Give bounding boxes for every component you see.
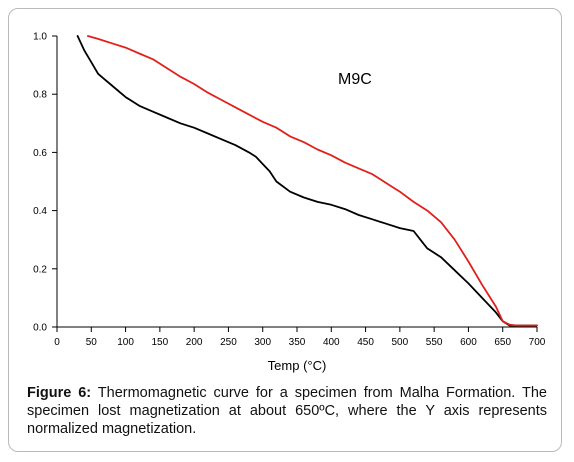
y-tick-label: 1.0 [33,32,47,43]
x-tick-label: 650 [494,337,511,348]
y-tick-label: 0.4 [33,206,47,217]
y-tick-label: 0.2 [33,264,47,275]
plot-area: 0.0 0.2 0.4 0.6 0.8 1.0 0 50 100 150 200 250 300 350 4… [33,32,546,349]
x-tick-label: 350 [289,337,306,348]
y-tick-label: 0.8 [33,90,47,101]
y-tick-label: 0.6 [33,148,47,159]
y-tick-label: 0.0 [33,323,47,334]
x-tick-label: 300 [254,337,271,348]
x-tick-label: 600 [460,337,477,348]
x-tick-label: 700 [529,337,546,348]
series-line-1 [76,35,538,327]
caption-text: Thermomagnetic curve for a specimen from… [27,385,547,437]
x-tick-label: 450 [357,337,374,348]
x-tick-label: 50 [86,337,98,348]
x-tick-label: 0 [54,337,60,348]
x-tick-label: 550 [426,337,443,348]
x-tick-label: 150 [152,337,169,348]
figure-frame [8,8,562,452]
series-line-2 [87,35,538,327]
x-tick-label: 400 [323,337,340,348]
x-tick-label: 500 [392,337,409,348]
x-tick-label: 200 [186,337,203,348]
chart: 0.0 0.2 0.4 0.6 0.8 1.0 0 50 100 150 200 250 300 350 4… [33,32,546,374]
figure-caption: Figure 6: Thermomagnetic curve for a spe… [27,384,547,438]
x-axis-title: Temp (°C) [268,358,327,373]
x-tick-label: 100 [117,337,134,348]
caption-label: Figure 6: [27,385,92,401]
chart-annotation: M9C [338,71,372,88]
x-tick-label: 250 [220,337,237,348]
